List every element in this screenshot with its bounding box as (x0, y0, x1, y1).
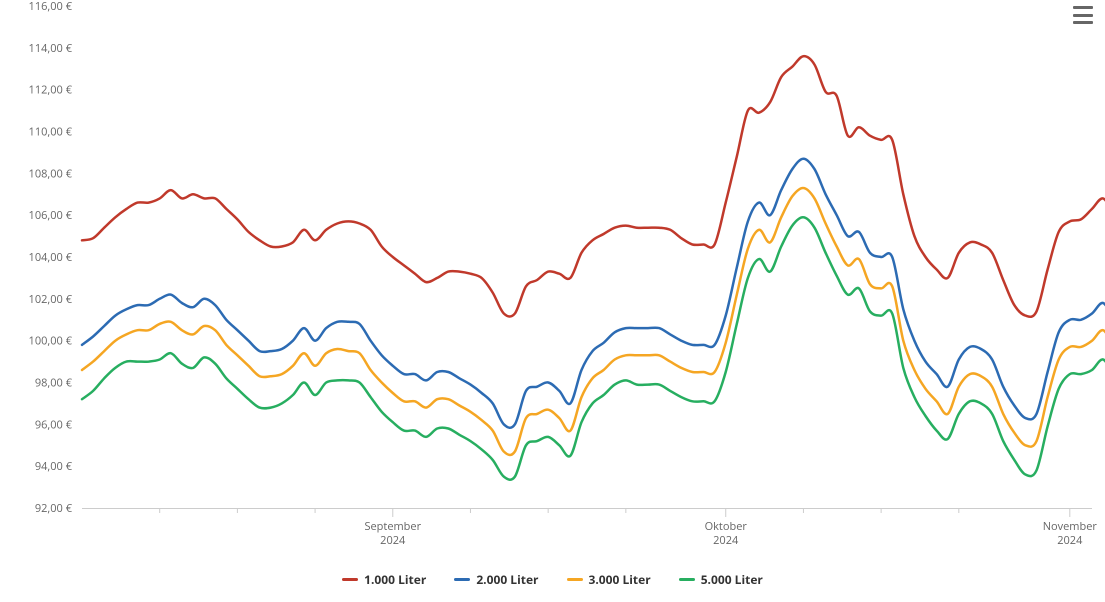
y-axis-label: 92,00 € (35, 501, 73, 516)
y-axis-label: 94,00 € (35, 459, 73, 474)
y-axis-label: 104,00 € (29, 250, 73, 265)
y-axis-label: 106,00 € (29, 208, 73, 223)
legend-label: 3.000 Liter (589, 571, 651, 588)
chart-legend: 1.000 Liter 2.000 Liter 3.000 Liter 5.000 L… (0, 571, 1105, 588)
legend-item[interactable]: 1.000 Liter (342, 571, 426, 588)
legend-item[interactable]: 3.000 Liter (567, 571, 651, 588)
x-axis-label-month: Oktober (705, 519, 748, 534)
hamburger-icon (1073, 6, 1093, 9)
price-chart: 92,00 € 94,00 € 96,00 € 98,00 € 100,00 € 102,… (0, 0, 1105, 602)
x-axis-label-month: September (364, 519, 421, 534)
y-axis-label: 100,00 € (29, 334, 73, 349)
legend-label: 1.000 Liter (364, 571, 426, 588)
y-axis-label: 112,00 € (29, 83, 73, 98)
legend-item[interactable]: 2.000 Liter (454, 571, 538, 588)
x-axis-label-year: 2024 (713, 533, 739, 548)
y-axis-label: 110,00 € (29, 125, 73, 140)
y-axis-label: 108,00 € (29, 166, 73, 181)
series-line (82, 56, 1105, 317)
legend-swatch (679, 578, 695, 581)
legend-swatch (567, 578, 583, 581)
y-axis-label: 114,00 € (29, 41, 73, 56)
y-axis-label: 98,00 € (35, 376, 73, 391)
x-axis-label-year: 2024 (1057, 533, 1083, 548)
legend-label: 2.000 Liter (476, 571, 538, 588)
chart-menu-button[interactable] (1073, 6, 1093, 24)
series-line (82, 188, 1105, 455)
y-axis-label: 102,00 € (29, 292, 73, 307)
x-axis-label-year: 2024 (380, 533, 406, 548)
legend-swatch (342, 578, 358, 581)
legend-swatch (454, 578, 470, 581)
y-axis-label: 116,00 € (29, 0, 73, 14)
y-axis-label: 96,00 € (35, 417, 73, 432)
x-axis-label-month: November (1043, 519, 1098, 534)
legend-label: 5.000 Liter (701, 571, 763, 588)
price-chart-container: 92,00 € 94,00 € 96,00 € 98,00 € 100,00 € 102,… (0, 0, 1105, 602)
legend-item[interactable]: 5.000 Liter (679, 571, 763, 588)
